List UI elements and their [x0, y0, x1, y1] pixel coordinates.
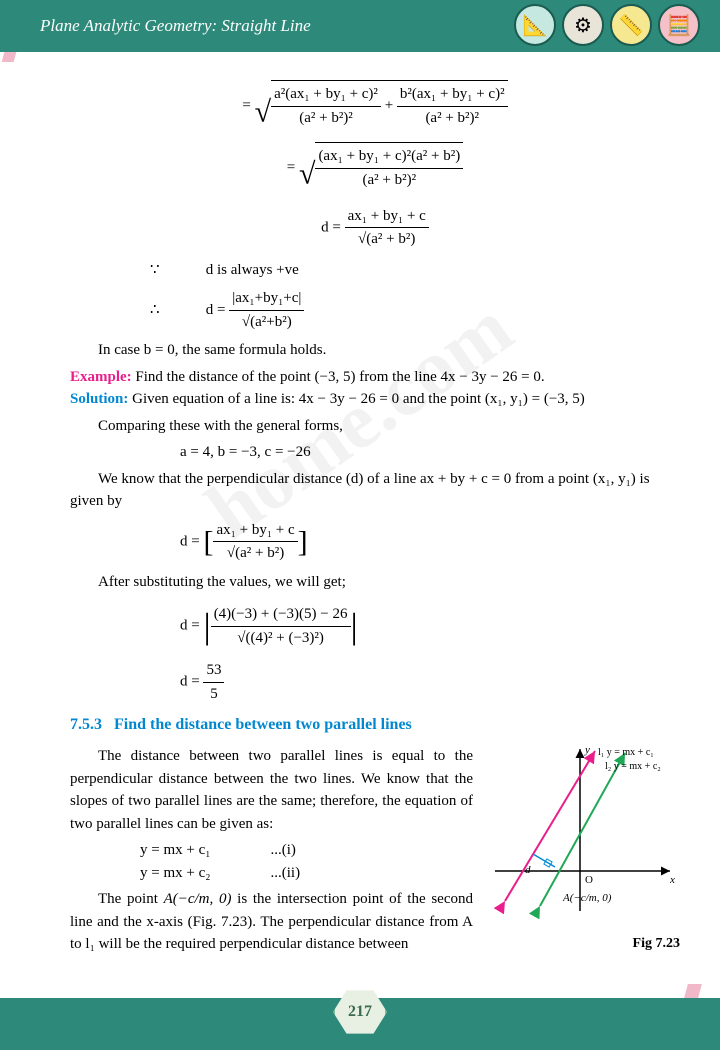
svg-text:y: y	[584, 744, 590, 756]
equation-3: d = ax₁ + by₁ + c√(a² + b²)	[70, 205, 680, 251]
para-formula: We know that the perpendicular distance …	[70, 468, 680, 513]
para-substitute: After substituting the values, we will g…	[70, 571, 680, 594]
equation-1: = √ a²(ax₁ + by₁ + c)²(a² + b²)² + b²(ax…	[70, 80, 680, 134]
para-case-b0: In case b = 0, the same formula holds.	[70, 339, 680, 362]
page-content: = √ a²(ax₁ + by₁ + c)²(a² + b²)² + b²(ax…	[0, 52, 720, 960]
svg-text:x: x	[669, 874, 675, 886]
figure-723: y x O d l₁ y = mx + c₁ l₂ y = mx + c₂ A(…	[485, 741, 680, 960]
svg-text:O: O	[585, 874, 593, 886]
equation-7: d = |(4)(−3) + (−3)(5) − 26√((4)² + (−3)…	[180, 599, 680, 653]
coeff-values: a = 4, b = −3, c = −26	[180, 441, 680, 464]
header-icons: 📐 ⚙ 📏 🧮	[514, 4, 700, 46]
equation-6: d = [ax₁ + by₁ + c√(a² + b²)]	[180, 519, 680, 565]
footer-stripe	[684, 984, 702, 998]
calculator-icon: 🧮	[658, 4, 700, 46]
svg-text:l₁ y = mx + c₁: l₁ y = mx + c₁	[598, 747, 654, 758]
equation-8: d = 535	[180, 659, 680, 705]
equation-5: ∴ d = |ax₁+by₁+c|√(a²+b²)	[150, 287, 680, 333]
compass-icon: ⚙	[562, 4, 604, 46]
geometry-icon: 📐	[514, 4, 556, 46]
svg-text:l₂ y = mx + c₂: l₂ y = mx + c₂	[605, 761, 661, 772]
para-point-A: The point A(−c/m, 0) is the intersection…	[70, 888, 473, 956]
ruler-icon: 📏	[610, 4, 652, 46]
equation-4: ∵ d is always +ve	[150, 259, 680, 282]
two-column-section: The distance between two parallel lines …	[70, 741, 680, 960]
parallel-lines-diagram: y x O d l₁ y = mx + c₁ l₂ y = mx + c₂ A(…	[485, 741, 680, 921]
eq-line-ii: y = mx + c₂...(ii)	[140, 862, 473, 885]
solution-line: Solution: Given equation of a line is: 4…	[70, 388, 680, 411]
eq-line-i: y = mx + c₁...(i)	[140, 839, 473, 862]
para-compare: Comparing these with the general forms,	[70, 415, 680, 438]
section-753: 7.5.3 Find the distance between two para…	[70, 713, 680, 737]
header-title: Plane Analytic Geometry: Straight Line	[40, 16, 311, 36]
fig-caption: Fig 7.23	[485, 933, 680, 954]
example-line: Example: Find the distance of the point …	[70, 366, 680, 389]
svg-text:d: d	[525, 864, 531, 876]
solution-label: Solution:	[70, 391, 128, 407]
svg-text:A(−c/m, 0): A(−c/m, 0)	[562, 892, 612, 904]
page-header: Plane Analytic Geometry: Straight Line 📐…	[0, 0, 720, 52]
section-text: The distance between two parallel lines …	[70, 741, 473, 960]
example-label: Example:	[70, 369, 132, 385]
equation-2: = √ (ax₁ + by₁ + c)²(a² + b²)(a² + b²)²	[70, 142, 680, 196]
